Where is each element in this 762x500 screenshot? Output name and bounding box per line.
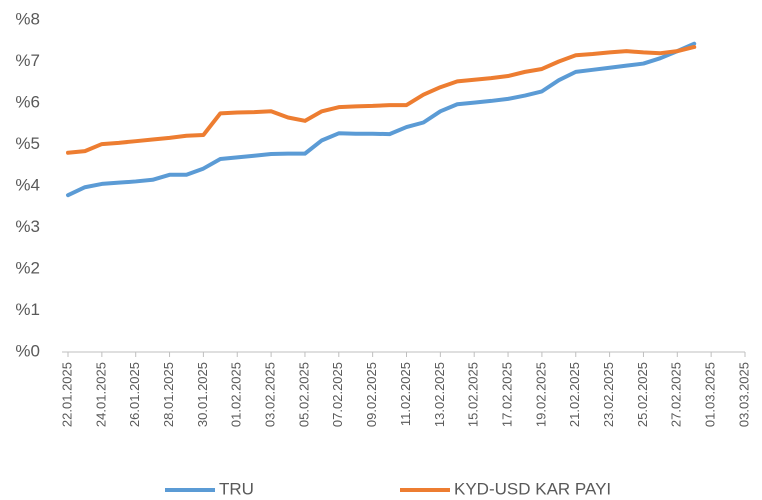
y-tick-label: %4 <box>15 175 40 194</box>
x-tick-label: 25.02.2025 <box>635 362 650 427</box>
y-tick-label: %1 <box>15 300 40 319</box>
y-tick-label: %8 <box>15 9 40 28</box>
x-tick-label: 05.02.2025 <box>296 362 311 427</box>
y-tick-label: %6 <box>15 92 40 111</box>
x-tick-label: 03.03.2025 <box>736 362 751 427</box>
series-line <box>66 41 697 198</box>
x-tick-label: 01.03.2025 <box>703 362 718 427</box>
y-tick-label: %0 <box>15 341 40 360</box>
x-tick-label: 11.02.2025 <box>398 362 413 426</box>
x-tick-label: 24.01.2025 <box>93 362 108 427</box>
x-tick-label: 26.01.2025 <box>127 362 142 427</box>
x-tick-label: 07.02.2025 <box>330 362 345 427</box>
y-tick-label: %7 <box>15 51 40 70</box>
legend-label: TRU <box>219 479 254 498</box>
x-tick-label: 28.01.2025 <box>161 362 176 427</box>
legend-label: KYD-USD KAR PAYI <box>454 479 611 498</box>
x-tick-label: 13.02.2025 <box>432 362 447 427</box>
x-tick-label: 21.02.2025 <box>567 362 582 427</box>
y-tick-label: %2 <box>15 258 40 277</box>
series-line <box>66 44 697 155</box>
x-tick-label: 23.02.2025 <box>601 362 616 427</box>
y-tick-label: %5 <box>15 134 40 153</box>
x-tick-label: 30.01.2025 <box>195 362 210 427</box>
x-tick-label: 15.02.2025 <box>466 362 481 427</box>
x-tick-label: 03.02.2025 <box>263 362 278 427</box>
x-tick-label: 22.01.2025 <box>59 362 74 427</box>
x-tick-label: 27.02.2025 <box>669 362 684 427</box>
y-tick-label: %3 <box>15 217 40 236</box>
x-tick-label: 17.02.2025 <box>499 362 514 427</box>
x-tick-label: 01.02.2025 <box>229 362 244 427</box>
x-tick-label: 19.02.2025 <box>533 362 548 427</box>
x-tick-label: 09.02.2025 <box>364 362 379 427</box>
